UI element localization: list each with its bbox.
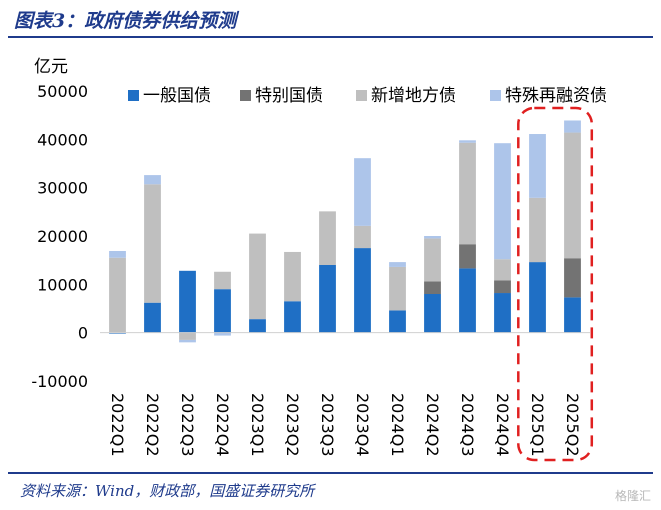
- bar-segment-2024Q3-1: [459, 244, 476, 269]
- legend-label-2: 新增地方债: [371, 86, 456, 106]
- bar-segment-2023Q1-0: [249, 319, 266, 333]
- y-tick-label: 10000: [37, 275, 88, 294]
- legend-swatch-2: [356, 90, 367, 101]
- bar-segment-2022Q3-0: [179, 270, 196, 333]
- legend-label-0: 一般国债: [143, 86, 211, 106]
- bar-segment-2022Q2-3: [144, 175, 161, 185]
- x-tick-label: 2023Q1: [248, 393, 267, 457]
- bar-segment-2023Q4-2: [354, 225, 371, 249]
- bar-segment-2023Q3-0: [319, 265, 336, 333]
- y-axis-unit-label: 亿元: [34, 57, 68, 77]
- bar-segment-2023Q2-2: [284, 251, 301, 302]
- source-rule: [8, 472, 653, 474]
- bar-segment-2024Q3-3: [459, 140, 476, 143]
- bar-segment-2024Q4-2: [494, 259, 511, 281]
- bar-segment-2022Q3-2: [179, 332, 196, 340]
- y-tick-label: 30000: [37, 179, 88, 198]
- x-tick-label: 2022Q3: [178, 393, 197, 457]
- bar-segment-2022Q1-2: [109, 257, 126, 333]
- x-tick-label: 2025Q1: [528, 393, 547, 457]
- bar-segment-2023Q3-2: [319, 211, 336, 265]
- bar-segment-2022Q2-2: [144, 184, 161, 303]
- y-tick-label: 40000: [37, 130, 88, 149]
- bar-segment-2024Q4-3: [494, 143, 511, 260]
- bar-segment-2022Q4-2: [214, 271, 231, 290]
- x-tick-label: 2024Q2: [423, 393, 442, 457]
- bar-segment-2025Q2-0: [564, 297, 581, 333]
- bar-segment-2022Q1-3: [109, 250, 126, 258]
- bar-segment-2024Q1-0: [389, 310, 406, 333]
- chart-svg: 亿元 -10000 0 10000 20000 30000 40000 50000 2022Q1…: [31, 57, 607, 462]
- bar-segment-2024Q2-0: [424, 294, 441, 333]
- legend-swatch-3: [490, 90, 501, 101]
- bar-segment-2025Q1-2: [529, 197, 546, 263]
- bar-segment-2022Q3-3: [179, 339, 196, 343]
- bar-segment-2025Q2-3: [564, 120, 581, 133]
- y-tick-label: 50000: [37, 82, 88, 101]
- highlight-box: [517, 106, 594, 462]
- source-note: 资料来源：Wind，财政部，国盛证券研究所: [20, 482, 315, 500]
- bar-segment-2023Q1-2: [249, 233, 266, 320]
- legend-swatch-0: [128, 90, 139, 101]
- y-tick-label: -10000: [31, 372, 88, 391]
- bar-segment-2024Q1-2: [389, 266, 406, 311]
- bar-segment-2023Q4-0: [354, 248, 371, 333]
- bar-segment-2024Q3-2: [459, 142, 476, 245]
- bar-segment-2025Q1-3: [529, 134, 546, 198]
- bar-segment-2025Q1-0: [529, 262, 546, 333]
- bar-segment-2022Q4-3: [214, 332, 231, 336]
- bar-segment-2025Q2-2: [564, 132, 581, 259]
- bar-segment-2022Q4-0: [214, 289, 231, 333]
- bar-segment-2024Q3-0: [459, 268, 476, 333]
- bar-segment-2025Q2-1: [564, 258, 581, 298]
- x-tick-label: 2025Q2: [563, 393, 582, 457]
- chart-title: 图表3：政府债券供给预测: [14, 10, 237, 32]
- bar-segment-2024Q4-0: [494, 293, 511, 333]
- legend-label-3: 特殊再融资债: [505, 86, 607, 106]
- bar-segment-2024Q2-1: [424, 281, 441, 294]
- bar-segment-2024Q1-3: [389, 262, 406, 267]
- legend-label-1: 特别国债: [255, 86, 323, 106]
- bar-segment-2024Q2-3: [424, 236, 441, 239]
- bar-segment-2024Q2-2: [424, 238, 441, 282]
- x-tick-label: 2023Q4: [353, 393, 372, 457]
- title-rule: [8, 36, 653, 38]
- x-tick-label: 2022Q1: [108, 393, 127, 457]
- x-tick-label: 2022Q2: [143, 393, 162, 457]
- bar-segment-2022Q2-0: [144, 302, 161, 333]
- watermark: 格隆汇: [614, 489, 651, 503]
- x-tick-label: 2023Q3: [318, 393, 337, 457]
- x-tick-label: 2023Q2: [283, 393, 302, 457]
- y-tick-label: 20000: [37, 227, 88, 246]
- legend-swatch-1: [240, 90, 251, 101]
- x-tick-label: 2022Q4: [213, 393, 232, 457]
- bar-segment-2023Q4-3: [354, 158, 371, 226]
- x-tick-label: 2024Q3: [458, 393, 477, 457]
- x-tick-label: 2024Q1: [388, 393, 407, 457]
- bar-segment-2024Q4-1: [494, 280, 511, 294]
- y-tick-label: 0: [78, 324, 88, 343]
- bar-segment-2023Q2-0: [284, 301, 301, 333]
- x-tick-label: 2024Q4: [493, 393, 512, 457]
